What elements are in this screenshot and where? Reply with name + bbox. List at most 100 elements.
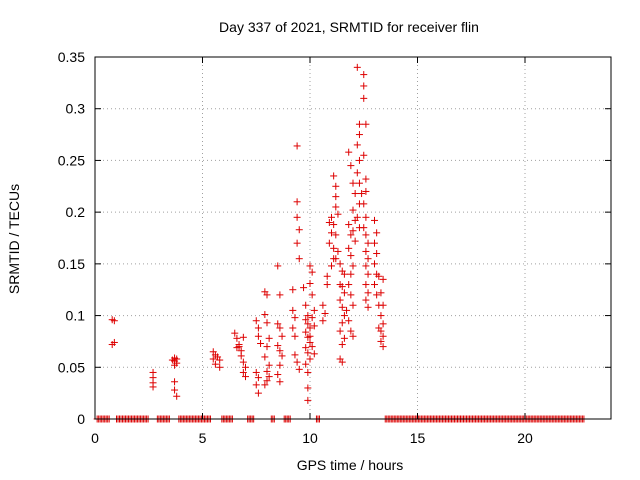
data-point [302, 360, 310, 368]
data-point [379, 332, 387, 340]
data-point [371, 216, 378, 224]
data-point [377, 289, 385, 297]
y-tick-label: 0.3 [66, 101, 86, 117]
data-point [340, 270, 348, 278]
data-point [332, 255, 340, 263]
y-tick-label: 0.1 [66, 308, 86, 324]
data-point [306, 355, 314, 363]
data-point [362, 281, 370, 289]
data-point [209, 355, 217, 363]
data-point [349, 227, 357, 235]
data-point [328, 213, 335, 221]
data-point [353, 169, 361, 177]
data-point [323, 272, 331, 280]
data-point [306, 324, 314, 332]
data-point [323, 281, 331, 289]
data-point [265, 334, 273, 342]
data-point [216, 356, 224, 364]
data-point [377, 337, 385, 345]
data-point [239, 333, 247, 341]
data-point [338, 358, 346, 366]
data-point [336, 260, 344, 268]
data-point [304, 320, 312, 328]
data-point [325, 239, 333, 247]
data-point [338, 341, 346, 349]
data-point [360, 151, 368, 159]
data-point [289, 324, 297, 332]
data-point [364, 289, 372, 297]
data-point [347, 291, 355, 299]
data-point [373, 229, 381, 237]
data-point [379, 320, 387, 328]
data-point [375, 272, 383, 280]
data-point [308, 314, 316, 322]
y-tick-label: 0.25 [58, 152, 85, 168]
data-point [362, 175, 370, 183]
data-point [295, 365, 303, 373]
data-point [149, 383, 157, 391]
data-point [334, 247, 342, 255]
data-point [360, 200, 368, 208]
data-point [291, 314, 299, 322]
data-point [360, 71, 368, 79]
data-point [293, 142, 301, 150]
data-point [171, 378, 179, 386]
data-point [252, 368, 260, 376]
data-point [254, 324, 262, 332]
data-point [332, 193, 340, 201]
data-point [379, 275, 387, 283]
data-point [332, 231, 340, 239]
data-point [239, 358, 247, 366]
data-point [347, 162, 355, 170]
data-point [308, 343, 316, 351]
data-point [278, 352, 286, 360]
data-point [308, 291, 316, 299]
data-point [293, 358, 301, 366]
data-point [340, 312, 348, 320]
data-point [263, 377, 271, 385]
data-point [276, 361, 284, 369]
x-axis-label: GPS time / hours [297, 457, 404, 473]
data-point [321, 310, 329, 318]
data-point [304, 312, 312, 320]
data-point [291, 332, 299, 340]
data-point [364, 255, 372, 263]
data-point [330, 244, 338, 252]
data-point [242, 363, 249, 371]
data-point [338, 303, 346, 311]
data-point [295, 255, 303, 263]
data-point [302, 344, 310, 352]
data-point [310, 306, 318, 314]
data-point [353, 63, 361, 71]
data-point [347, 252, 355, 260]
x-tick-label: 15 [410, 430, 426, 446]
data-point [351, 190, 359, 198]
data-point [293, 198, 301, 206]
data-point [377, 312, 385, 320]
data-point [355, 156, 363, 164]
data-point [330, 221, 338, 229]
data-point [306, 280, 314, 288]
data-point [302, 316, 310, 324]
data-point [364, 270, 372, 278]
data-point [252, 317, 260, 325]
data-point [364, 239, 372, 247]
data-point [347, 231, 355, 239]
data-point [263, 367, 271, 375]
data-point [173, 355, 181, 363]
data-point [254, 332, 262, 340]
data-point [252, 381, 260, 389]
data-point [353, 141, 361, 149]
data-point [338, 319, 346, 327]
data-point [328, 262, 335, 270]
data-point [237, 352, 245, 360]
data-point [304, 384, 312, 392]
data-point [274, 262, 282, 270]
data-point [261, 311, 269, 319]
data-point [362, 231, 370, 239]
plot-frame [94, 56, 612, 420]
data-point [336, 296, 344, 304]
data-point [263, 343, 271, 351]
data-point [293, 239, 301, 247]
data-point [306, 332, 314, 340]
